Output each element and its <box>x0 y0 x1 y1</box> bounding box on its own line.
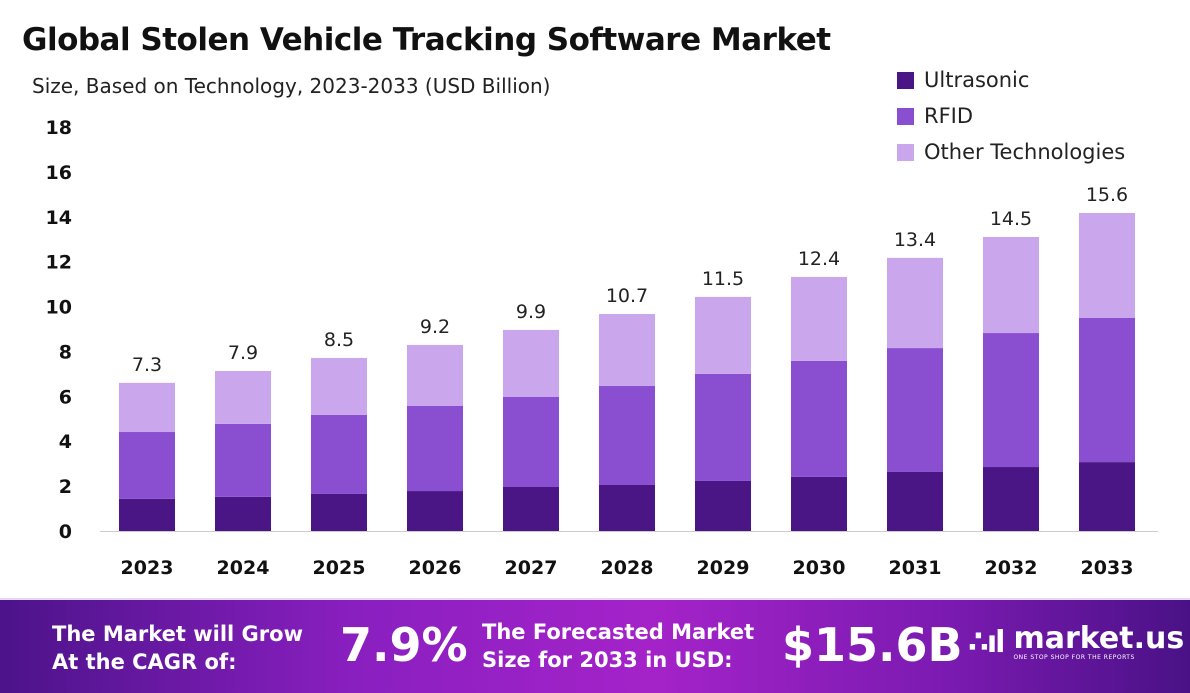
bar-segment-rfid <box>887 348 943 472</box>
bar-segment-other-technologies <box>311 357 367 415</box>
x-tick-label: 2027 <box>505 557 558 579</box>
y-tick-label: 0 <box>59 521 72 543</box>
bar-total-label: 9.2 <box>420 316 450 338</box>
bar-segment-other-technologies <box>791 276 847 361</box>
bar-segment-rfid <box>983 333 1039 468</box>
x-tick-label: 2028 <box>601 557 654 579</box>
bar-segment-other-technologies <box>887 257 943 349</box>
bar-segment-ultrasonic <box>887 471 943 531</box>
bar-segment-rfid <box>599 386 655 485</box>
x-tick-label: 2031 <box>889 557 942 579</box>
bar-segment-rfid <box>1079 318 1135 463</box>
bar-segment-other-technologies <box>407 344 463 406</box>
bar-total-label: 8.5 <box>324 329 354 351</box>
y-tick-label: 4 <box>59 431 72 453</box>
bar-segment-other-technologies <box>119 382 175 433</box>
bar-segment-other-technologies <box>1079 212 1135 319</box>
bar-total-label: 9.9 <box>516 301 546 323</box>
forecast-label: The Forecasted Market Size for 2033 in U… <box>482 618 754 674</box>
chart-legend: Ultrasonic RFID Other Technologies <box>897 62 1125 170</box>
bar-segment-rfid <box>695 373 751 481</box>
cagr-label-line1: The Market will Grow <box>52 622 303 646</box>
chart-subtitle: Size, Based on Technology, 2023-2033 (US… <box>32 74 551 98</box>
cagr-label-line2: At the CAGR of: <box>52 650 237 674</box>
x-tick-label: 2023 <box>121 557 174 579</box>
x-tick-label: 2033 <box>1081 557 1134 579</box>
brand-logo-icon: ∴ıl <box>968 625 1005 660</box>
legend-label: Ultrasonic <box>924 68 1030 92</box>
y-tick-label: 16 <box>46 162 72 184</box>
bar-total-label: 13.4 <box>894 229 936 251</box>
bar-segment-rfid <box>407 405 463 492</box>
bar-segment-ultrasonic <box>311 493 367 531</box>
bar-segment-other-technologies <box>503 329 559 398</box>
x-tick-label: 2026 <box>409 557 462 579</box>
bar-segment-other-technologies <box>599 313 655 387</box>
forecast-label-line1: The Forecasted Market <box>482 620 755 644</box>
bar-segment-ultrasonic <box>1079 462 1135 531</box>
bar-total-label: 10.7 <box>606 285 648 307</box>
chart-title: Global Stolen Vehicle Tracking Software … <box>22 22 831 58</box>
summary-banner: The Market will Grow At the CAGR of: 7.9… <box>0 598 1190 693</box>
bar-segment-other-technologies <box>215 370 271 424</box>
cagr-label: The Market will Grow At the CAGR of: <box>52 620 303 676</box>
legend-swatch <box>897 143 914 161</box>
bar-segment-ultrasonic <box>599 484 655 531</box>
bar-segment-rfid <box>791 360 847 477</box>
bar-segment-rfid <box>503 397 559 488</box>
y-tick-label: 14 <box>46 207 72 229</box>
bar-segment-ultrasonic <box>407 491 463 531</box>
brand-name: market.us <box>1013 621 1185 656</box>
legend-label: RFID <box>924 104 974 128</box>
cagr-value: 7.9% <box>340 618 468 672</box>
bar-segment-ultrasonic <box>119 498 175 531</box>
bar-segment-ultrasonic <box>983 467 1039 531</box>
bar-total-label: 11.5 <box>702 268 744 290</box>
bar-segment-ultrasonic <box>503 487 559 531</box>
bar-segment-ultrasonic <box>695 480 751 531</box>
bar-segment-rfid <box>215 423 271 497</box>
legend-swatch <box>897 71 914 89</box>
bar-total-label: 7.9 <box>228 342 258 364</box>
legend-label: Other Technologies <box>924 140 1126 164</box>
x-tick-label: 2029 <box>697 557 750 579</box>
bar-segment-ultrasonic <box>791 476 847 531</box>
bar-segment-rfid <box>119 432 175 499</box>
legend-item: Ultrasonic <box>897 62 1125 98</box>
bar-segment-other-technologies <box>695 296 751 374</box>
forecast-value: $15.6B <box>782 618 963 672</box>
bar-total-label: 14.5 <box>990 208 1032 230</box>
y-tick-label: 12 <box>46 252 72 274</box>
brand-logo: ∴ıl market.us ONE STOP SHOP FOR THE REPO… <box>968 621 1185 662</box>
legend-item: RFID <box>897 98 1125 134</box>
x-tick-label: 2025 <box>313 557 366 579</box>
y-tick-label: 2 <box>59 476 72 498</box>
forecast-label-line2: Size for 2033 in USD: <box>482 648 733 672</box>
y-tick-label: 18 <box>46 117 72 139</box>
bar-total-label: 15.6 <box>1086 184 1128 206</box>
y-tick-label: 10 <box>46 297 72 319</box>
legend-swatch <box>897 107 914 125</box>
legend-item: Other Technologies <box>897 134 1125 170</box>
brand-tagline: ONE STOP SHOP FOR THE REPORTS <box>1013 654 1135 661</box>
x-tick-label: 2030 <box>793 557 846 579</box>
x-tick-label: 2032 <box>985 557 1038 579</box>
bar-total-label: 7.3 <box>132 354 162 376</box>
bar-segment-rfid <box>311 414 367 494</box>
bar-segment-other-technologies <box>983 236 1039 334</box>
y-tick-label: 6 <box>59 386 72 408</box>
x-tick-label: 2024 <box>217 557 270 579</box>
bar-total-label: 12.4 <box>798 248 840 270</box>
stacked-bar-chart: 0 2 4 6 8 10 12 14 16 18 7.3 2023 7.9 2024 8.5 2025 9.2 2… <box>46 117 1158 579</box>
y-tick-label: 8 <box>59 341 72 363</box>
bar-segment-ultrasonic <box>215 496 271 531</box>
